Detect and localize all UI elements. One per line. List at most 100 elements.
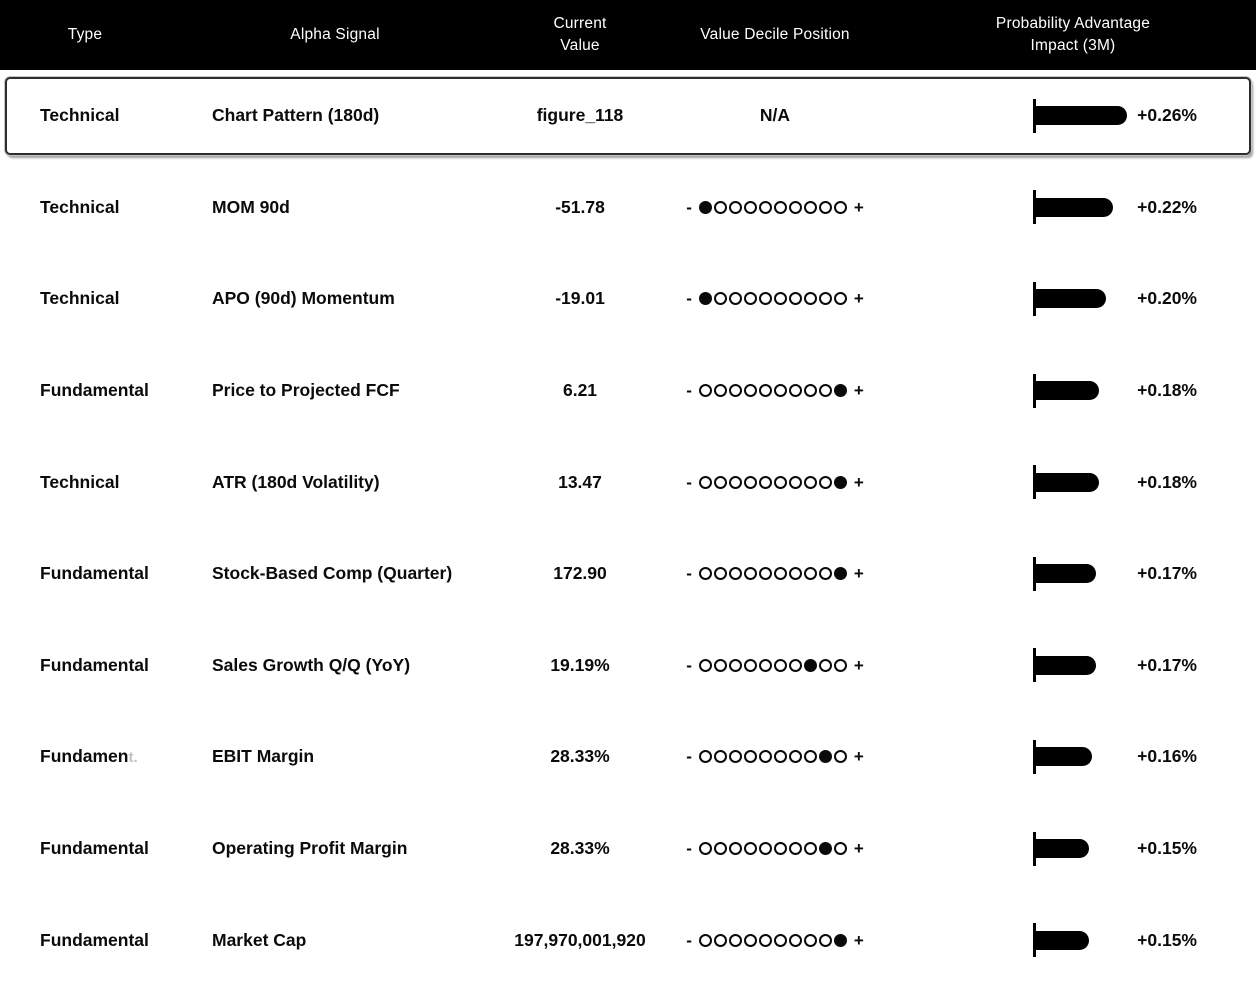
decile-dot-icon <box>818 658 832 672</box>
impact-bar <box>1036 564 1096 584</box>
decile-dot-icon <box>788 658 802 672</box>
decile-dot-icon <box>803 750 817 764</box>
bar-axis-tick-icon <box>1033 831 1036 866</box>
decile-minus-label: - <box>686 839 692 859</box>
decile-dot-icon <box>743 658 757 672</box>
row-type-label: Technical <box>40 288 120 309</box>
decile-minus-label: - <box>686 472 692 492</box>
table-row[interactable]: Fundament. EBIT Margin 28.33% - + +0.16% <box>0 711 1256 803</box>
decile-dot-icon <box>773 933 787 947</box>
row-type-label: Technical <box>40 105 120 126</box>
table-row[interactable]: Technical APO (90d) Momentum -19.01 - + +… <box>0 253 1256 345</box>
row-impact: +0.26% <box>890 98 1256 133</box>
row-impact: +0.17% <box>890 556 1256 591</box>
impact-percent-label: +0.17% <box>1137 654 1197 675</box>
table-row[interactable]: Fundamental Stock-Based Comp (Quarter) 1… <box>0 527 1256 620</box>
table-row[interactable]: Fundamental Market Cap 197,970,001,920 -… <box>0 894 1256 986</box>
row-current-value: 19.19% <box>550 654 610 675</box>
row-type-label: Fundamen <box>40 746 129 767</box>
decile-dot-icon <box>773 842 787 856</box>
impact-bar <box>1036 106 1127 126</box>
decile-dot-icon <box>758 658 772 672</box>
impact-bar <box>1036 747 1092 767</box>
decile-minus-label: - <box>686 564 692 584</box>
table-row[interactable]: Technical ATR (180d Volatility) 13.47 - +… <box>0 436 1256 528</box>
decile-dot-icon <box>803 292 817 306</box>
row-impact: +0.17% <box>890 648 1256 683</box>
row-current-value: -19.01 <box>555 288 605 309</box>
column-header-signal: Alpha Signal <box>290 26 380 44</box>
row-impact: +0.22% <box>890 190 1256 225</box>
decile-plus-label: + <box>853 747 864 767</box>
row-current-value: 28.33% <box>550 838 610 859</box>
row-current-value: figure_118 <box>536 105 624 126</box>
table-row[interactable]: Fundamental Sales Growth Q/Q (YoY) 19.19… <box>0 619 1256 712</box>
row-type: Fundamental <box>0 380 170 401</box>
row-type-label: Fundamental <box>40 654 149 675</box>
decile-dot-icon <box>698 384 712 398</box>
decile-plus-label: + <box>853 289 864 309</box>
row-current-value: -51.78 <box>555 196 605 217</box>
row-impact: +0.15% <box>890 923 1256 958</box>
decile-dot-filled-icon <box>833 933 847 947</box>
table-row[interactable]: Technical MOM 90d -51.78 - + +0.22% <box>0 161 1256 254</box>
row-impact: +0.16% <box>890 739 1256 774</box>
row-type: Fundamental <box>0 563 170 584</box>
decile-dots <box>698 842 847 856</box>
decile-dot-icon <box>713 475 727 489</box>
decile-dots <box>698 384 847 398</box>
impact-bar <box>1036 472 1099 492</box>
row-impact: +0.20% <box>890 281 1256 316</box>
row-alpha-signal: APO (90d) Momentum <box>212 288 395 309</box>
row-decile-position: - + <box>660 840 890 857</box>
row-type-label: Fundamental <box>40 929 149 950</box>
decile-dot-icon <box>803 200 817 214</box>
decile-dot-filled-icon <box>698 200 712 214</box>
table-row[interactable]: Technical Chart Pattern (180d) figure_11… <box>0 70 1256 162</box>
decile-dot-icon <box>818 292 832 306</box>
row-current-value: 6.21 <box>562 380 598 401</box>
decile-dot-icon <box>818 384 832 398</box>
row-type: Technical <box>0 288 170 309</box>
decile-dot-icon <box>698 842 712 856</box>
decile-dot-icon <box>728 292 742 306</box>
decile-dot-icon <box>728 658 742 672</box>
decile-dot-icon <box>713 842 727 856</box>
decile-dot-icon <box>833 750 847 764</box>
decile-dot-icon <box>743 475 757 489</box>
table-row[interactable]: Fundamental Operating Profit Margin 28.3… <box>0 802 1256 895</box>
decile-minus-label: - <box>686 747 692 767</box>
decile-dots <box>698 292 847 306</box>
impact-bar <box>1036 381 1099 401</box>
decile-plus-label: + <box>853 930 864 950</box>
bar-axis-tick-icon <box>1033 648 1036 683</box>
row-type-label: Fundamental <box>40 838 149 859</box>
decile-dot-icon <box>728 384 742 398</box>
decile-dots <box>698 933 847 947</box>
row-decile-position: - + <box>660 565 890 582</box>
decile-na-label: N/A <box>759 105 791 126</box>
decile-dot-filled-icon <box>833 567 847 581</box>
decile-dot-icon <box>788 567 802 581</box>
decile-dot-icon <box>728 567 742 581</box>
row-type: Fundamental <box>0 930 170 951</box>
decile-dot-icon <box>758 750 772 764</box>
row-decile-position: N/A <box>660 105 890 126</box>
bar-axis-tick-icon <box>1033 98 1036 133</box>
decile-dot-icon <box>803 475 817 489</box>
row-alpha-signal: Sales Growth Q/Q (YoY) <box>212 654 411 675</box>
table-row[interactable]: Fundamental Price to Projected FCF 6.21 … <box>0 344 1256 437</box>
row-type: Fundament. <box>0 746 170 767</box>
row-current-value: 197,970,001,920 <box>514 929 646 950</box>
decile-dot-icon <box>788 384 802 398</box>
column-header-decile: Value Decile Position <box>700 26 850 44</box>
decile-dot-icon <box>803 933 817 947</box>
decile-dot-icon <box>773 292 787 306</box>
decile-dot-icon <box>758 933 772 947</box>
column-header-type: Type <box>67 26 103 44</box>
impact-percent-label: +0.18% <box>1137 471 1197 492</box>
decile-dot-icon <box>698 933 712 947</box>
decile-dot-icon <box>788 750 802 764</box>
decile-dot-icon <box>713 384 727 398</box>
